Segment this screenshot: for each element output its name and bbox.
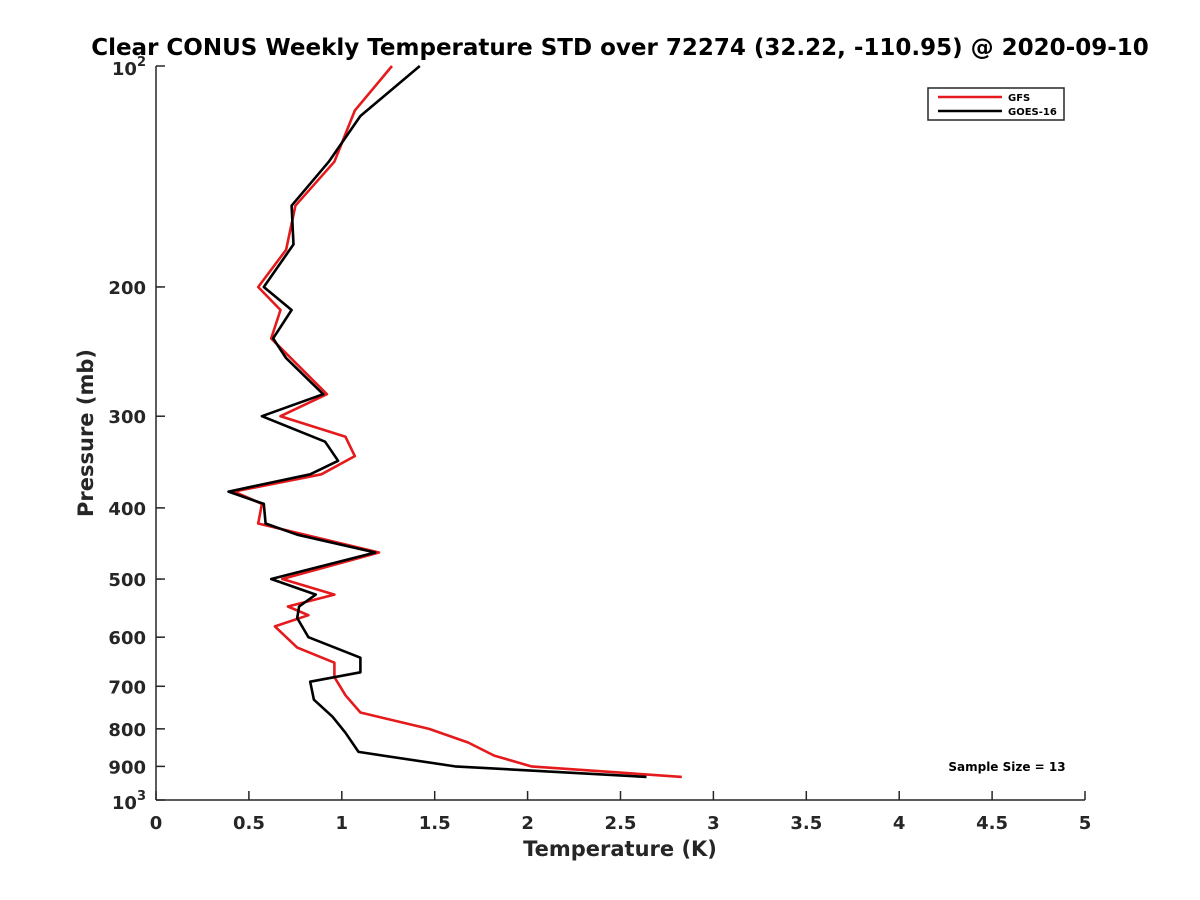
y-tick-label: 200 [108,278,146,299]
x-tick-label: 2 [521,813,534,834]
y-tick-label-power: 103 [112,789,146,814]
x-tick-label: 0 [150,813,163,834]
chart-title: Clear CONUS Weekly Temperature STD over … [91,35,1149,61]
x-ticks: 0 0.5 1 1.5 2 2.5 3 3.5 4 4.5 5 [150,791,1092,834]
legend-box [927,87,1065,121]
sample-size-annotation: Sample Size = 13 [948,760,1065,774]
y-axis-label: Pressure (mb) [74,349,98,517]
x-tick-label: 0.5 [233,813,265,834]
y-tick-label: 800 [108,720,146,741]
y-tick-label: 600 [108,628,146,649]
plot-area: 0 0.5 1 1.5 2 2.5 3 3.5 4 4.5 5 200 300 400 500 600 700… [108,55,1091,834]
x-tick-label: 1.5 [419,813,451,834]
x-tick-label: 1 [336,813,349,834]
y-tick-label: 500 [108,570,146,591]
x-tick-label: 3 [707,813,720,834]
series-layer [227,65,682,779]
x-tick-label: 5 [1079,813,1092,834]
x-tick-label: 4 [893,813,906,834]
y-tick-label: 900 [108,757,146,778]
x-tick-label: 3.5 [790,813,822,834]
series-line-gfs [232,65,682,779]
y-ticks: 200 300 400 500 600 700 800 900 102 103 [108,55,165,814]
y-tick-label: 300 [108,407,146,428]
x-tick-label: 4.5 [976,813,1008,834]
x-tick-label: 2.5 [605,813,637,834]
legend: GFS GOES-16 [927,87,1065,121]
series-line-goes-16 [227,65,647,779]
legend-label: GFS [1008,93,1030,104]
legend-label: GOES-16 [1008,107,1057,118]
y-tick-label: 400 [108,499,146,520]
x-axis-label: Temperature (K) [523,837,717,861]
y-tick-label: 700 [108,677,146,698]
y-tick-label-power: 102 [112,55,146,80]
